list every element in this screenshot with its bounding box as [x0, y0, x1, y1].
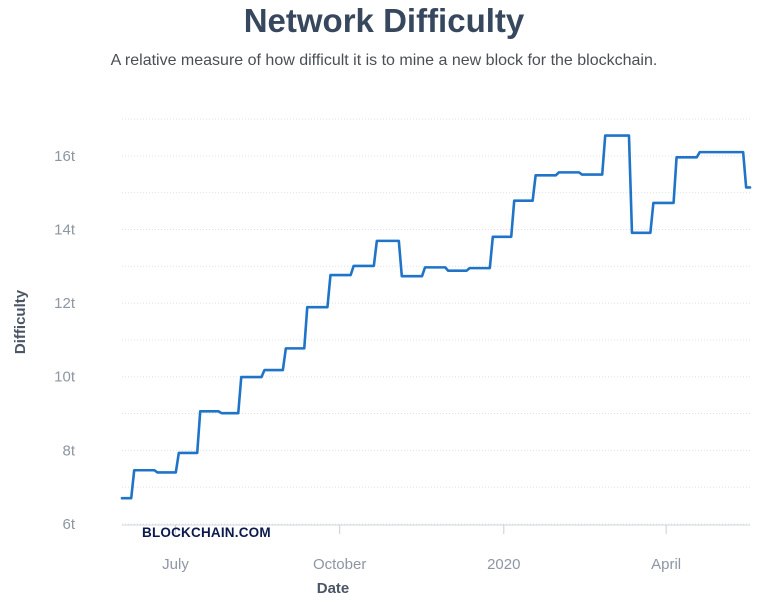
x-axis: July October 2020 April — [162, 525, 681, 573]
y-tick-label: 8t — [62, 442, 75, 459]
chart-title: Network Difficulty — [243, 2, 525, 39]
x-axis-title: Date — [317, 580, 350, 597]
y-tick-label: 6t — [62, 516, 75, 533]
y-tick-label: 10t — [54, 369, 76, 386]
y-axis-title: Difficulty — [12, 289, 29, 354]
blockchain-watermark: BLOCKCHAIN.COM — [142, 525, 271, 540]
y-axis: 6t 8t 10t 12t 14t 16t — [54, 148, 76, 533]
y-tick-label: 16t — [54, 148, 76, 165]
chart-subtitle: A relative measure of how difficult it i… — [110, 52, 658, 69]
x-tick-label: April — [651, 556, 681, 573]
x-tick-label: July — [162, 556, 189, 573]
difficulty-series-line — [120, 134, 752, 500]
y-tick-label: 14t — [54, 221, 76, 238]
y-tick-label: 12t — [54, 295, 76, 312]
x-tick-label: 2020 — [487, 556, 520, 573]
x-tick-label: October — [313, 556, 366, 573]
gridlines — [122, 118, 750, 526]
